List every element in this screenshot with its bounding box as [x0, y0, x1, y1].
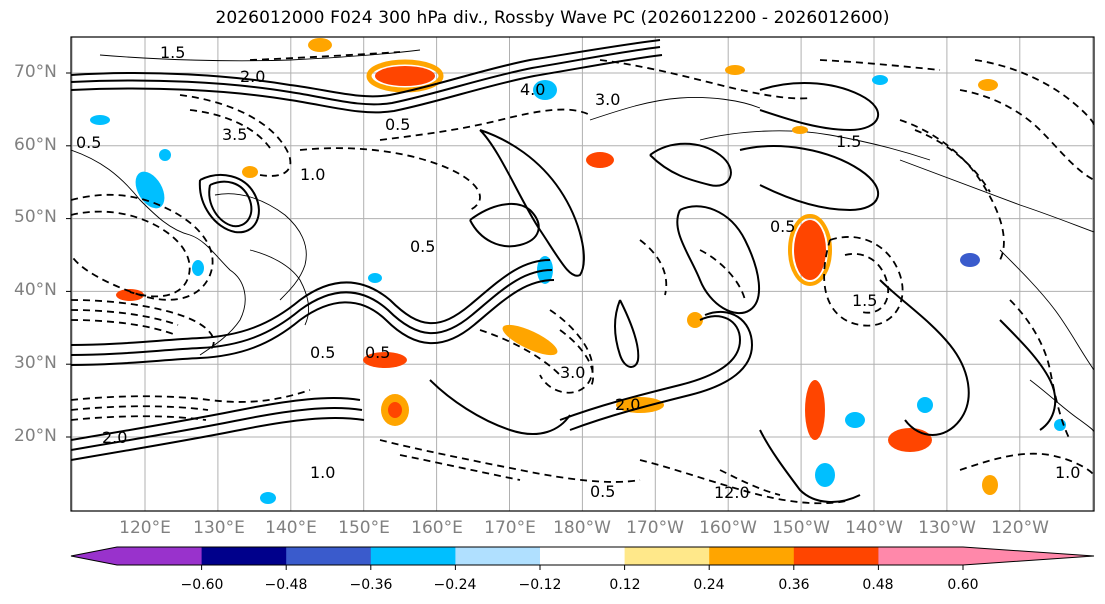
contour-label: 0.5: [410, 237, 435, 256]
colorbar-tick-label: −0.36: [349, 577, 393, 593]
contour-label: 1.0: [300, 165, 325, 184]
lon-label: 130°E: [193, 518, 245, 538]
lon-label: 140°E: [265, 518, 317, 538]
lon-label: 160°E: [411, 518, 463, 538]
map-border: [70, 36, 1095, 512]
lat-label: 60°N: [14, 135, 57, 155]
colorbar-segment: [624, 547, 710, 565]
lat-label: 40°N: [14, 280, 57, 300]
pc-contours-solid: [71, 39, 1057, 503]
colorbar-tick-label: −0.24: [433, 577, 477, 593]
pc-contours-dashed: [71, 51, 1094, 505]
colorbar-segment: [117, 547, 203, 565]
contour-label: 0.5: [770, 217, 795, 236]
contour-label: 4.0: [520, 80, 545, 99]
colorbar-segment: [540, 547, 626, 565]
contour-label: 2.0: [102, 428, 127, 447]
contour-label: 0.5: [365, 343, 390, 362]
colorbar-tick-label: −0.48: [264, 577, 308, 593]
colorbar-segment: [286, 547, 372, 565]
colorbar-tick-label: 0.60: [947, 577, 979, 593]
contour-label: 1.0: [310, 463, 335, 482]
colorbar-segment: [201, 547, 287, 565]
colorbar-segment: [455, 547, 541, 565]
contour-label: 0.5: [590, 482, 615, 501]
colorbar-tick-label: 0.24: [693, 577, 725, 593]
lon-label: 130°W: [918, 518, 976, 538]
contour-label: 12.0: [714, 483, 750, 502]
lon-label: 120°E: [119, 518, 171, 538]
colorbar-outline: [70, 546, 1095, 566]
colorbar-tick-label: −0.60: [180, 577, 224, 593]
colorbar: [70, 546, 1095, 570]
colorbar-extend-max: [878, 547, 1094, 565]
lon-label: 170°W: [626, 518, 684, 538]
colorbar-segment: [709, 547, 795, 565]
colorbar-tick-label: 0.36: [778, 577, 810, 593]
lat-label: 30°N: [14, 353, 57, 373]
contour-label: 0.5: [310, 343, 335, 362]
figure-title: 2026012000 F024 300 hPa div., Rossby Wav…: [215, 8, 890, 28]
colorbar-tick-label: −0.12: [518, 577, 562, 593]
contour-label: 1.5: [160, 43, 185, 62]
lon-label: 150°W: [772, 518, 830, 538]
lat-label: 20°N: [14, 426, 57, 446]
colorbar-tick-label: 0.12: [609, 577, 641, 593]
contour-label: 0.5: [385, 115, 410, 134]
contour-label: 3.0: [560, 363, 585, 382]
contour-labels: 1.5 2.0 0.5 3.5 4.0 0.5 3.0 0.5 1.0 0.5 …: [76, 43, 1080, 502]
lat-label: 70°N: [14, 62, 57, 82]
colorbar-segment: [370, 547, 456, 565]
contour-label: 1.5: [852, 291, 877, 310]
colorbar-segment: [793, 547, 879, 565]
lon-label: 160°W: [699, 518, 757, 538]
lon-label: 150°E: [338, 518, 390, 538]
contour-label: 0.5: [76, 133, 101, 152]
contour-label: 3.5: [222, 125, 247, 144]
lat-ticks: [66, 72, 71, 438]
lat-label: 50°N: [14, 207, 57, 227]
contour-label: 2.0: [240, 67, 265, 86]
colorbar-extend-min: [71, 547, 117, 565]
contour-label: 3.0: [595, 90, 620, 109]
contour-label: 2.0: [615, 395, 640, 414]
lon-label: 170°E: [484, 518, 536, 538]
lon-label: 120°W: [991, 518, 1049, 538]
colorbar-tick-label: 0.48: [862, 577, 894, 593]
contour-label: 1.0: [1055, 463, 1080, 482]
contour-label: 1.5: [836, 132, 861, 151]
lon-label: 140°W: [845, 518, 903, 538]
coastlines: [71, 49, 1094, 433]
lon-label: 180°W: [553, 518, 611, 538]
